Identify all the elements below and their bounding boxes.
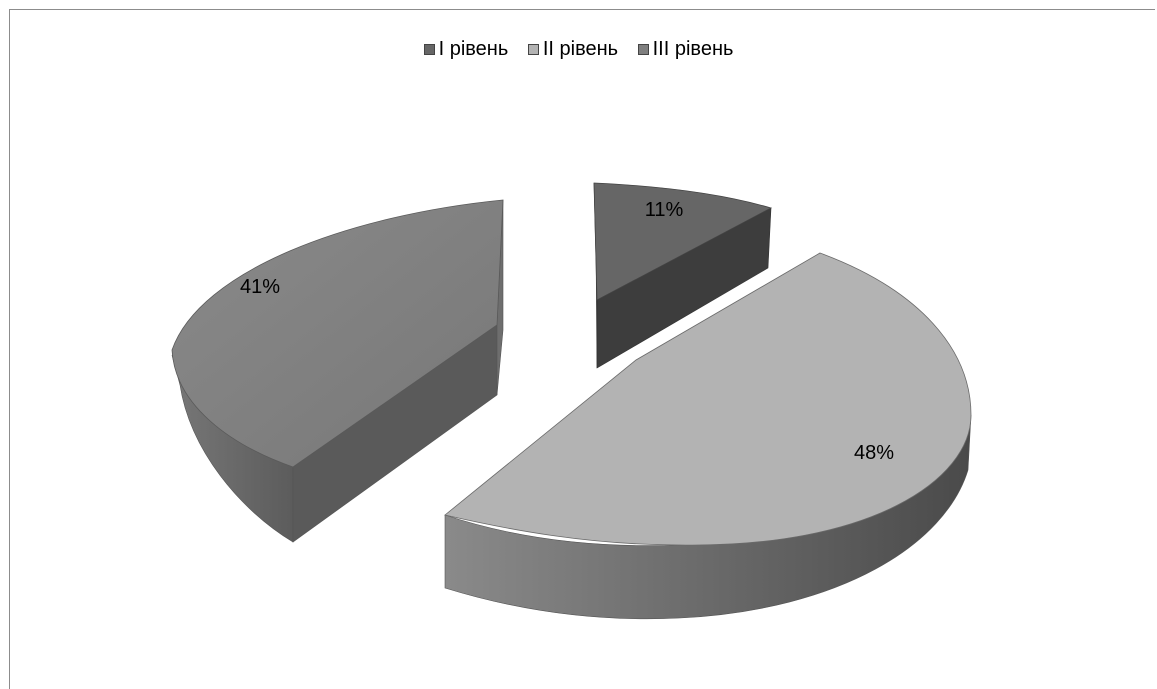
pie-chart: 11% 48% 41% — [171, 182, 972, 620]
legend-swatch-level-1 — [423, 44, 435, 55]
pie-slice-level-3 — [171, 199, 504, 543]
slice-2-outer-side — [444, 414, 972, 620]
slice-1-top — [593, 182, 773, 301]
chart-frame — [9, 9, 1155, 689]
legend-swatch-level-3 — [637, 44, 649, 55]
slice-3-top — [171, 199, 504, 468]
legend-swatch-level-2 — [527, 44, 539, 55]
legend-label-level-3: III рівень — [652, 38, 734, 60]
legend-item-level-2: II рівень — [527, 38, 619, 61]
data-label-level-3: 41% — [240, 276, 280, 298]
pie-slice-level-2 — [444, 252, 972, 620]
legend-label-level-1: I рівень — [438, 38, 509, 60]
data-label-level-1: 11% — [645, 199, 684, 221]
data-label-level-2: 48% — [854, 442, 894, 464]
legend-item-level-1: I рівень — [423, 38, 509, 61]
slice-2-top — [444, 252, 972, 546]
pie-slice-level-1 — [593, 182, 773, 369]
chart-legend: I рівень II рівень III рівень — [0, 38, 1157, 61]
legend-label-level-2: II рівень — [542, 38, 619, 60]
legend-item-level-3: III рівень — [637, 38, 734, 61]
